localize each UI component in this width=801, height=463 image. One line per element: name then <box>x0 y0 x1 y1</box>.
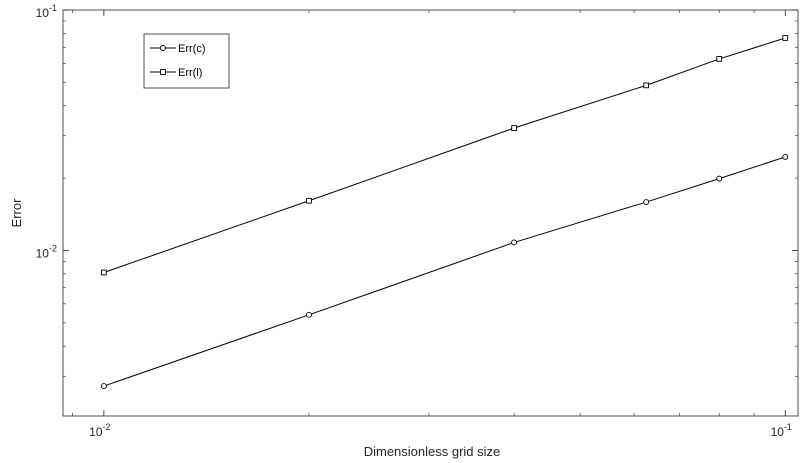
data-point <box>306 311 312 318</box>
data-point <box>101 269 107 276</box>
legend-marker <box>160 45 166 51</box>
legend: Err(c) Err(l) <box>143 33 230 89</box>
data-point <box>511 239 518 246</box>
data-point <box>716 56 723 62</box>
x-tick-label: 10-1 <box>771 422 792 439</box>
legend-marker <box>160 69 166 75</box>
series-layer <box>100 35 789 390</box>
legend-label: Err(l) <box>178 67 202 79</box>
x-axis-label: Dimensionless grid size <box>364 444 501 459</box>
data-point <box>643 199 650 206</box>
y-ticks: 10-2 10-1 <box>36 3 798 260</box>
data-point <box>100 383 107 390</box>
x-ticks: 10-2 10-1 <box>89 10 792 439</box>
series-1 <box>100 153 789 390</box>
y-axis-label: Error <box>9 198 24 228</box>
x-tick-label: 10-2 <box>89 422 110 439</box>
y-tick-label: 10-2 <box>36 243 57 260</box>
y-tick-label: 10-1 <box>36 3 57 20</box>
data-point <box>716 175 723 182</box>
data-point <box>511 125 517 131</box>
data-point <box>782 153 789 160</box>
data-point <box>306 197 312 204</box>
y-minor-ticks <box>63 10 798 416</box>
series-line <box>103 37 786 273</box>
data-point <box>643 82 650 89</box>
data-point <box>782 35 789 41</box>
legend-entries: Err(c) Err(l) <box>150 43 206 79</box>
legend-box <box>143 33 230 89</box>
legend-label: Err(c) <box>178 43 206 55</box>
series-2 <box>101 35 789 276</box>
series-line <box>103 156 786 387</box>
